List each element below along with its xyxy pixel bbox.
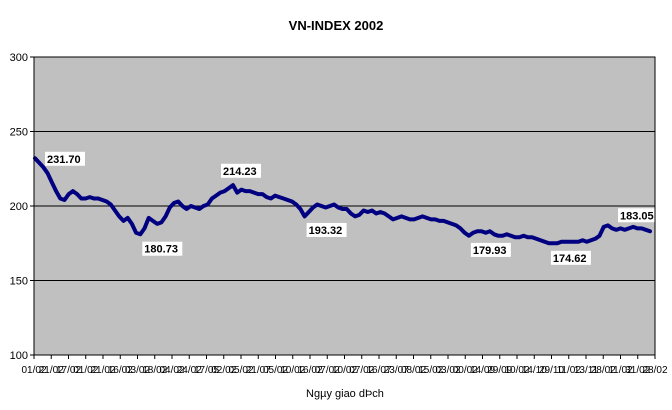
x-tick-label: 10/02 [332, 365, 357, 376]
annotation-label: 174.62 [553, 253, 587, 265]
x-tick-label: 10/02 [504, 365, 529, 376]
x-tick-label: 10/02 [280, 365, 305, 376]
annotation-label: 231.70 [47, 154, 81, 166]
annotation: 214.23 [220, 163, 261, 178]
x-tick-label: 23/07 [384, 365, 409, 376]
annotation-bg [618, 208, 658, 223]
plot-frame [33, 56, 656, 356]
x-tick-label: 01/02 [21, 365, 46, 376]
x-tick-label: 21/02 [39, 365, 64, 376]
x-tick-label: 03/02 [435, 365, 460, 376]
annotation-label: 183.05 [620, 210, 654, 222]
x-axis-ticks: 01/0221/0217/0201/0221/0216/0203/0218/02… [21, 355, 668, 376]
annotation-label: 193.32 [309, 225, 343, 237]
x-tick-label: 18/02 [142, 365, 167, 376]
annotations: 231.70 180.73 214.23 193.32 179.93 174.62 183.… [45, 151, 658, 265]
annotation-bg [142, 241, 183, 256]
annotation-bg [220, 163, 261, 178]
annotation: 231.70 [45, 151, 85, 166]
x-tick-label: 01/02 [73, 365, 98, 376]
y-tick-label: 300 [10, 52, 28, 64]
x-tick-label: 16/02 [108, 365, 133, 376]
x-tick-label: 28/02 [642, 365, 667, 376]
x-tick-label: 24/02 [177, 365, 202, 376]
y-tick-label: 100 [10, 350, 28, 362]
annotation-bg [550, 250, 591, 265]
x-tick-label: 17/05 [194, 365, 219, 376]
annotation: 180.73 [142, 241, 183, 256]
x-tick-label: 29/09 [487, 365, 512, 376]
x-tick-label: 05/02 [263, 365, 288, 376]
y-tick-label: 150 [10, 276, 28, 288]
annotation-bg [45, 151, 85, 166]
x-tick-label: 00/02 [453, 365, 478, 376]
annotation-label: 179.93 [473, 245, 507, 257]
x-tick-label: 29/10 [539, 365, 564, 376]
x-tick-label: 31/02 [625, 365, 650, 376]
y-axis-ticks: 100 150 200 250 300 [10, 52, 34, 362]
x-tick-label: 15/02 [418, 365, 443, 376]
x-tick-label: 02/02 [211, 365, 236, 376]
y-tick-label: 200 [10, 201, 28, 213]
x-tick-label: 21/07 [246, 365, 271, 376]
x-tick-label: 28/02 [591, 365, 616, 376]
x-tick-label: 07/02 [349, 365, 374, 376]
x-tick-label: 14/09 [470, 365, 495, 376]
annotation: 183.05 [618, 208, 658, 223]
x-tick-label: 13/11 [574, 365, 599, 376]
annotation-label: 214.23 [223, 166, 257, 178]
annotation: 179.93 [470, 242, 511, 257]
x-tick-label: 14/10 [522, 365, 547, 376]
x-tick-label: 03/02 [125, 365, 150, 376]
x-tick-label: 17/02 [56, 365, 81, 376]
x-tick-label: 11/02 [608, 365, 633, 376]
x-tick-label: 21/02 [90, 365, 115, 376]
annotation-label: 180.73 [144, 244, 178, 256]
annotation-bg [306, 222, 347, 237]
x-tick-label: 16/07 [366, 365, 391, 376]
x-axis-label: Ngµy giao dÞch [306, 388, 384, 400]
y-tick-label: 250 [10, 127, 28, 139]
annotation: 193.32 [306, 222, 347, 237]
series-line [33, 156, 652, 246]
annotation: 174.62 [550, 250, 591, 265]
x-tick-label: 05/02 [228, 365, 253, 376]
chart-title: VN-INDEX 2002 [289, 18, 384, 33]
x-tick-label: 11/02 [557, 365, 582, 376]
x-tick-label: 04/02 [159, 365, 184, 376]
x-tick-label: 16/02 [297, 365, 322, 376]
x-tick-label: 08/02 [401, 365, 426, 376]
annotation-bg [470, 242, 511, 257]
x-tick-label: 07/02 [315, 365, 340, 376]
